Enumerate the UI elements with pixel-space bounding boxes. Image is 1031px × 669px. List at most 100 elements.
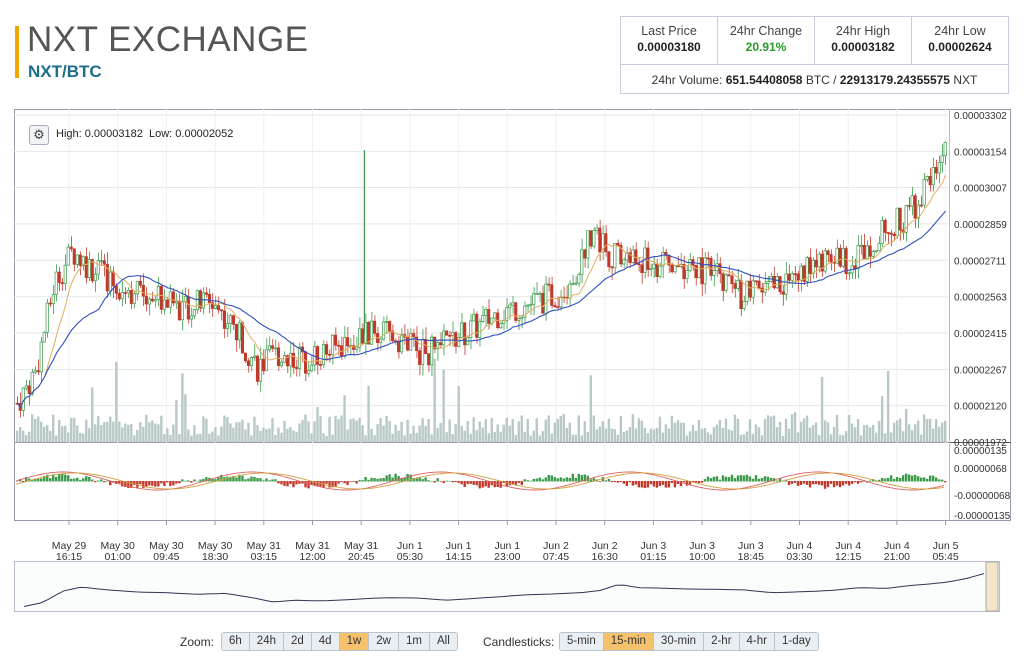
volume-bar <box>793 412 797 442</box>
macd-histogram-bar <box>583 474 587 482</box>
volume-bar <box>748 419 752 442</box>
candle-body <box>454 332 458 347</box>
candle-body <box>123 292 127 294</box>
macd-histogram-bar <box>901 475 905 482</box>
candle-body <box>391 330 395 342</box>
candle-body <box>505 307 509 321</box>
macd-histogram-bar <box>19 479 22 482</box>
chart-low-label: Low: 0.00002052 <box>148 128 234 140</box>
macd-histogram-bar <box>379 478 382 482</box>
macd-histogram-bar <box>268 480 271 482</box>
candle-body <box>874 250 878 253</box>
candle-body <box>288 352 293 367</box>
zoom-button-1m[interactable]: 1m <box>398 633 430 650</box>
price-chart[interactable]: 0.00003302 0.00003154 0.00003007 0.00002859… <box>14 109 1011 618</box>
candle-body <box>826 250 830 256</box>
candle-button-15min[interactable]: 15-min <box>603 633 654 650</box>
candle-button-5min[interactable]: 5-min <box>560 633 604 650</box>
volume-bar <box>250 435 253 442</box>
candle-button-4hr[interactable]: 4-hr <box>739 633 775 650</box>
volume-bar <box>529 435 532 442</box>
macd-histogram-bar <box>70 478 73 482</box>
zoom-button-2w[interactable]: 2w <box>369 633 399 650</box>
zoom-button-1w[interactable]: 1w <box>339 633 370 650</box>
candle-button-30min[interactable]: 30-min <box>653 633 705 650</box>
candle-button-2hr[interactable]: 2-hr <box>704 633 740 650</box>
volume-bar <box>880 396 884 442</box>
candle-body <box>327 353 332 356</box>
macd-histogram-bar <box>565 477 568 482</box>
zoom-button-all[interactable]: All <box>429 633 457 650</box>
volume-bar <box>301 420 304 442</box>
volume-bar <box>547 415 550 442</box>
volume-bar <box>325 435 328 442</box>
volume-bar <box>586 432 590 442</box>
macd-histogram-bar <box>409 474 412 482</box>
candle-body <box>192 309 196 317</box>
candle-body <box>147 298 151 305</box>
macd-histogram-bar <box>385 475 388 482</box>
zoom-button-6h[interactable]: 6h <box>222 633 250 650</box>
macd-histogram-bar <box>274 479 277 482</box>
macd-histogram-bar <box>190 481 193 483</box>
candle-body <box>568 283 572 299</box>
volume-bar <box>424 425 427 442</box>
volume-bar <box>22 430 25 442</box>
volume-bar <box>703 428 707 442</box>
volume-bar <box>769 416 773 442</box>
volume-bar <box>511 419 514 442</box>
candle-body <box>787 273 791 281</box>
signal-line <box>15 472 945 490</box>
x-tick-label-date: Jun 2 <box>592 540 618 552</box>
volume-bar <box>646 433 650 442</box>
candle-button-1day[interactable]: 1-day <box>774 633 818 650</box>
volume-bar <box>460 425 463 442</box>
candle-body <box>484 309 488 316</box>
macd-histogram-bar <box>334 481 337 487</box>
candle-body <box>544 283 548 314</box>
zoom-button-24h[interactable]: 24h <box>249 633 284 650</box>
volume-bar <box>331 434 334 442</box>
volume-bar <box>313 421 316 442</box>
macd-histogram-bar <box>346 481 349 485</box>
candle-body <box>60 282 64 284</box>
volume-bar <box>136 429 139 442</box>
macd-histogram-bar <box>394 473 397 482</box>
volume-bar <box>823 420 827 442</box>
x-tick-label-time: 16:15 <box>56 551 82 563</box>
macd-histogram-bar <box>73 478 76 482</box>
chart-frame <box>14 109 1011 521</box>
high-cell: 24hr High 0.00003182 <box>815 17 912 64</box>
volume-bar <box>289 427 292 442</box>
macd-histogram-bar <box>580 474 584 482</box>
volume-bar <box>91 387 94 442</box>
volume-bar <box>388 421 391 442</box>
candle-body <box>165 299 169 308</box>
macd-histogram-bar <box>943 481 947 483</box>
volume-bar <box>862 425 866 442</box>
zoom-button-4d[interactable]: 4d <box>311 633 340 650</box>
macd-histogram-bar <box>133 481 136 486</box>
price-chart-svg[interactable]: 0.00003302 0.00003154 0.00003007 0.00002859… <box>14 109 1011 618</box>
macd-histogram-bar <box>124 481 127 487</box>
candle-body <box>574 282 578 285</box>
candle-body <box>63 264 67 284</box>
candle-body <box>610 266 614 269</box>
macd-histogram-bar <box>427 480 430 482</box>
candle-body <box>712 270 716 276</box>
macd-histogram-bar <box>652 481 656 487</box>
volume-bar <box>193 425 196 442</box>
gear-icon[interactable]: ⚙ <box>29 125 49 145</box>
volume-bar <box>400 421 403 442</box>
volume-bar <box>841 435 845 442</box>
volume-bar <box>133 435 136 442</box>
macd-histogram-bar <box>157 481 160 487</box>
volume-bar <box>370 429 373 442</box>
zoom-button-2d[interactable]: 2d <box>283 633 312 650</box>
candle-body <box>910 195 914 207</box>
candle-body <box>243 352 247 362</box>
volume-bar <box>805 415 809 442</box>
candle-body <box>559 296 563 308</box>
y-tick-label: 0.00002711 <box>954 256 1007 267</box>
candle-body <box>805 257 809 282</box>
